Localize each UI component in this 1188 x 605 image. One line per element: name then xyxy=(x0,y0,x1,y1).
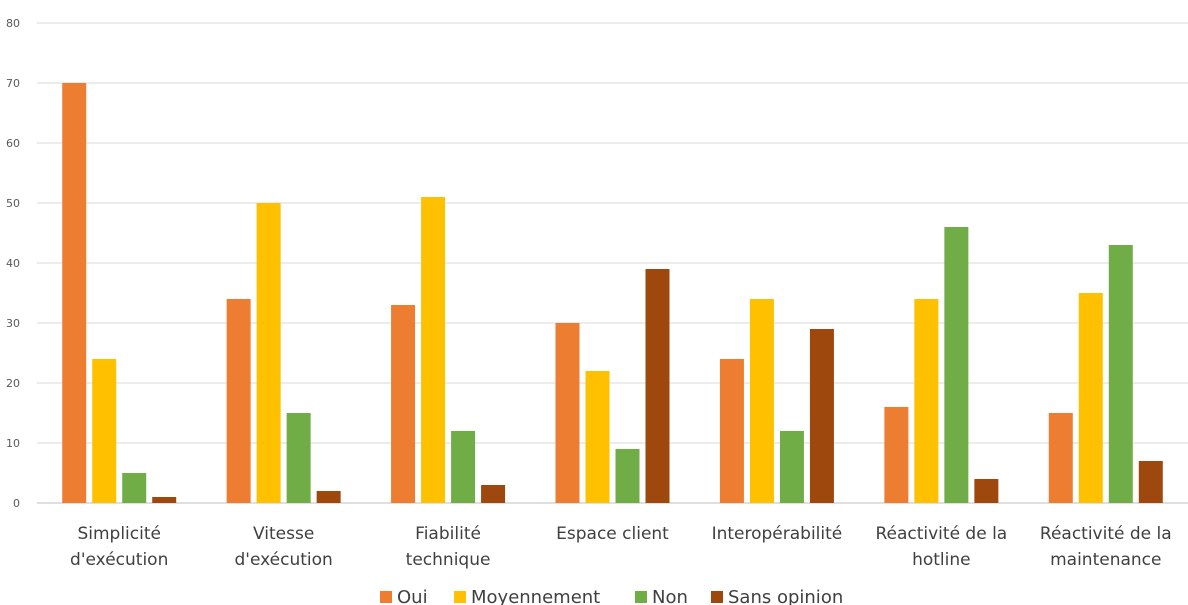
x-category-label: Réactivité de la hotline xyxy=(875,524,1007,570)
bar-non xyxy=(286,413,311,503)
bar-moyennement xyxy=(421,197,446,503)
legend-swatch xyxy=(635,591,647,603)
bar-sans-opinion xyxy=(809,329,834,503)
y-tick-label: 70 xyxy=(6,77,20,90)
bar-oui xyxy=(62,83,87,503)
y-tick-label: 40 xyxy=(6,257,20,270)
y-tick-label: 0 xyxy=(13,497,20,510)
bar-oui xyxy=(555,323,580,503)
y-tick-label: 10 xyxy=(6,437,20,450)
x-category-label: Vitesse d'exécution xyxy=(234,524,332,570)
bar-sans-opinion xyxy=(645,269,670,503)
y-tick-label: 50 xyxy=(6,197,20,210)
bar-non xyxy=(1108,245,1133,503)
bar-moyennement xyxy=(256,203,281,503)
x-category-label: Interopérabilité xyxy=(712,524,843,544)
bar-moyennement xyxy=(914,299,939,503)
x-category-label: Simplicité d'exécution xyxy=(70,524,168,570)
gridlines xyxy=(37,22,1188,504)
bar-moyennement xyxy=(749,299,774,503)
bar-oui xyxy=(719,359,744,503)
bar-non xyxy=(615,449,640,503)
bar-non xyxy=(944,227,969,503)
x-category-label: Réactivité de la maintenance xyxy=(1040,524,1172,570)
bar-sans-opinion xyxy=(481,485,506,503)
legend-swatch xyxy=(711,591,723,603)
bar-non xyxy=(122,473,147,503)
bar-non xyxy=(451,431,476,503)
bar-oui xyxy=(226,299,251,503)
y-tick-label: 30 xyxy=(6,317,20,330)
bar-moyennement xyxy=(92,359,117,503)
bars xyxy=(62,83,1163,503)
x-category-label: Espace client xyxy=(556,524,669,544)
legend-swatch xyxy=(454,591,466,603)
bar-oui xyxy=(884,407,909,503)
bar-sans-opinion xyxy=(1138,461,1163,503)
bar-sans-opinion xyxy=(152,497,177,503)
bar-moyennement xyxy=(1078,293,1103,503)
x-axis-category-labels: Simplicité d'exécution Vitesse d'exécution F… xyxy=(70,524,1172,570)
legend-swatch xyxy=(380,591,392,603)
bar-moyennement xyxy=(585,371,610,503)
y-axis-ticks: 0 10 20 30 40 50 60 70 80 xyxy=(6,17,20,510)
legend: Oui Moyennement Non Sans opinion xyxy=(380,587,843,605)
y-tick-label: 80 xyxy=(6,17,20,30)
legend-label: Oui xyxy=(397,587,428,605)
legend-label: Moyennement xyxy=(471,587,600,605)
bar-sans-opinion xyxy=(974,479,999,503)
bar-oui xyxy=(1048,413,1073,503)
bar-sans-opinion xyxy=(316,491,341,503)
y-tick-label: 20 xyxy=(6,377,20,390)
y-tick-label: 60 xyxy=(6,137,20,150)
bar-oui xyxy=(391,305,416,503)
x-category-label: Fiabilité technique xyxy=(406,524,491,570)
legend-label: Sans opinion xyxy=(728,587,843,605)
bar-non xyxy=(779,431,804,503)
legend-label: Non xyxy=(652,587,688,605)
